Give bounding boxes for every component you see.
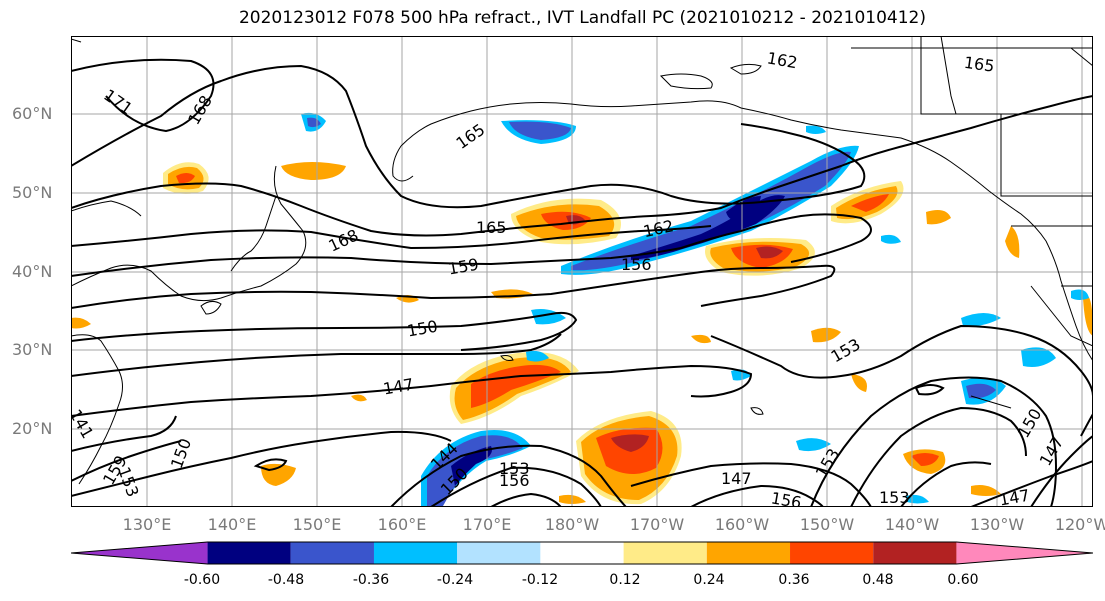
contour-label: 165 — [476, 218, 507, 237]
contour-label: 147 — [721, 469, 752, 488]
colorbar-tick-label: 0.12 — [609, 572, 641, 588]
colorbar-segment — [623, 542, 707, 564]
lon-label: 130°W — [969, 515, 1025, 534]
lon-label: 130°E — [122, 515, 172, 534]
lon-label: 140°E — [207, 515, 257, 534]
lon-label: 120°W — [1054, 515, 1105, 534]
map-frame — [71, 36, 1093, 507]
colorbar-tick-label: -0.48 — [267, 572, 305, 588]
map-panel: 171 168 165 162 165 168 165 162 159 156 … — [71, 36, 1093, 507]
contour-label: 165 — [963, 53, 996, 76]
lat-label: 60°N — [12, 104, 53, 123]
lat-label: 50°N — [12, 183, 53, 202]
lat-label: 40°N — [12, 262, 53, 281]
colorbar-outline — [71, 541, 1093, 565]
colorbar — [71, 541, 1093, 565]
colorbar-segment — [873, 542, 957, 564]
colorbar-segment — [290, 542, 374, 564]
lon-label: 150°W — [799, 515, 855, 534]
contour-label: 153 — [499, 459, 530, 478]
colorbar-tick-label: 0.36 — [778, 572, 810, 588]
colorbar-tick-label: -0.60 — [183, 572, 221, 588]
map-title: 2020123012 F078 500 hPa refract., IVT La… — [238, 8, 926, 28]
colorbar-tick-label: 0.24 — [693, 572, 725, 588]
colorbar-segment — [373, 542, 458, 564]
colorbar-segment — [790, 542, 874, 564]
contour-label: 153 — [879, 488, 910, 507]
colorbar-tick-label: 0.48 — [862, 572, 894, 588]
lon-label: 180°W — [544, 515, 600, 534]
graticule — [71, 36, 1093, 507]
colorbar-segment — [956, 542, 1093, 564]
colorbar-tick-label: -0.12 — [521, 572, 559, 588]
colorbar-tick-label: 0.60 — [947, 572, 979, 588]
contour-label: 156 — [770, 488, 803, 507]
lon-label: 160°E — [377, 515, 427, 534]
negative-anomaly-shading — [301, 112, 1089, 506]
lon-label: 150°E — [292, 515, 342, 534]
lat-label: 30°N — [12, 340, 53, 359]
contour-label: 156 — [621, 255, 652, 274]
lon-label: 170°E — [462, 515, 512, 534]
colorbar-segment — [540, 542, 624, 564]
lat-label: 20°N — [12, 419, 53, 438]
lon-label: 160°W — [714, 515, 770, 534]
lon-label: 140°W — [884, 515, 940, 534]
positive-anomaly-shading — [71, 162, 1093, 505]
lon-label: 170°W — [629, 515, 685, 534]
colorbar-tick-label: -0.24 — [436, 572, 474, 588]
contour-label: 156 — [499, 471, 530, 490]
height-contours — [71, 58, 1093, 507]
colorbar-tick-label: -0.36 — [352, 572, 390, 588]
contour-label: 147 — [998, 486, 1031, 507]
colorbar-segment — [706, 542, 791, 564]
colorbar-segment — [71, 542, 208, 564]
colorbar-segment — [207, 542, 291, 564]
colorbar-segment — [457, 542, 541, 564]
